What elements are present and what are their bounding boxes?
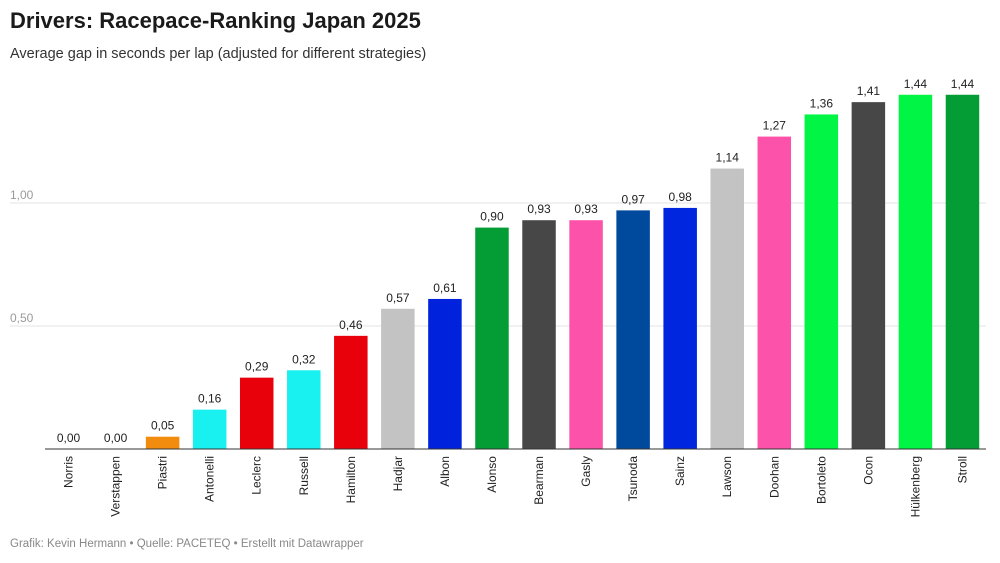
value-label: 1,44 <box>904 77 928 91</box>
category-label: Sainz <box>673 456 687 486</box>
value-label: 1,44 <box>951 77 975 91</box>
y-tick-label: 0,50 <box>10 311 34 325</box>
value-label: 0,93 <box>574 202 598 216</box>
value-label: 0,61 <box>433 281 457 295</box>
bar-leclerc <box>239 377 274 449</box>
category-label: Lawson <box>720 456 734 497</box>
category-label: Doohan <box>767 456 781 498</box>
value-label: 0,98 <box>668 190 692 204</box>
value-label: 0,32 <box>292 352 316 366</box>
bar-sainz <box>663 207 697 449</box>
category-label: Gasly <box>579 456 593 487</box>
bar-albon <box>428 298 462 449</box>
category-labels: Norris Verstappen Piastri Antonelli Leclerc R… <box>62 456 970 518</box>
category-label: Norris <box>62 456 76 488</box>
value-label: 0,97 <box>621 192 645 206</box>
value-label: 0,90 <box>480 210 504 224</box>
category-label: Bortoleto <box>814 456 828 504</box>
bar-hamilton <box>334 335 368 449</box>
bar-bortoleto <box>804 114 839 449</box>
category-label: Antonelli <box>203 456 217 502</box>
category-label: Tsunoda <box>626 456 640 502</box>
value-label: 0,29 <box>245 360 269 374</box>
value-labels: 0,00 0,00 0,05 0,16 0,29 0,32 0,46 0,57 0,61 0,90… <box>57 77 975 445</box>
bar-tsunoda <box>616 210 650 449</box>
bar-russell <box>287 370 321 449</box>
bar-hadjar <box>381 308 415 449</box>
category-label: Bearman <box>532 456 546 505</box>
value-label: 0,05 <box>151 419 175 433</box>
value-label: 0,00 <box>57 431 81 445</box>
chart-subtitle: Average gap in seconds per lap (adjusted… <box>10 46 427 62</box>
value-label: 0,16 <box>198 392 222 406</box>
category-label: Leclerc <box>250 456 264 495</box>
bars <box>145 94 980 449</box>
bar-piastri <box>145 436 180 449</box>
category-label: Piastri <box>156 456 170 489</box>
chart-title: Drivers: Racepace-Ranking Japan 2025 <box>10 8 421 33</box>
bar-alonso <box>475 227 509 449</box>
value-label: 1,27 <box>763 119 787 133</box>
value-label: 0,46 <box>339 318 363 332</box>
bar-stroll <box>945 94 980 449</box>
value-label: 0,57 <box>386 291 410 305</box>
bar-antonelli <box>192 409 227 449</box>
category-label: Russell <box>297 456 311 495</box>
category-label: Stroll <box>955 456 969 483</box>
bar-doohan <box>757 136 792 449</box>
category-label: Alonso <box>485 456 499 493</box>
bar-hülkenberg <box>898 94 933 449</box>
value-label: 0,00 <box>104 431 128 445</box>
category-label: Hadjar <box>391 456 405 491</box>
category-label: Hamilton <box>344 456 358 503</box>
bar-lawson <box>710 168 744 449</box>
bar-bearman <box>522 220 556 449</box>
value-label: 1,14 <box>716 151 740 165</box>
bar-ocon <box>851 102 886 449</box>
value-label: 1,36 <box>810 96 834 110</box>
bar-gasly <box>569 220 603 449</box>
value-label: 0,93 <box>527 202 551 216</box>
category-label: Verstappen <box>109 456 123 517</box>
chart-footer: Grafik: Kevin Hermann • Quelle: PACETEQ … <box>10 538 364 550</box>
category-label: Hülkenberg <box>908 456 922 517</box>
value-label: 1,41 <box>857 84 881 98</box>
y-tick-label: 1,00 <box>10 188 34 202</box>
category-label: Ocon <box>861 456 875 485</box>
category-label: Albon <box>438 456 452 487</box>
